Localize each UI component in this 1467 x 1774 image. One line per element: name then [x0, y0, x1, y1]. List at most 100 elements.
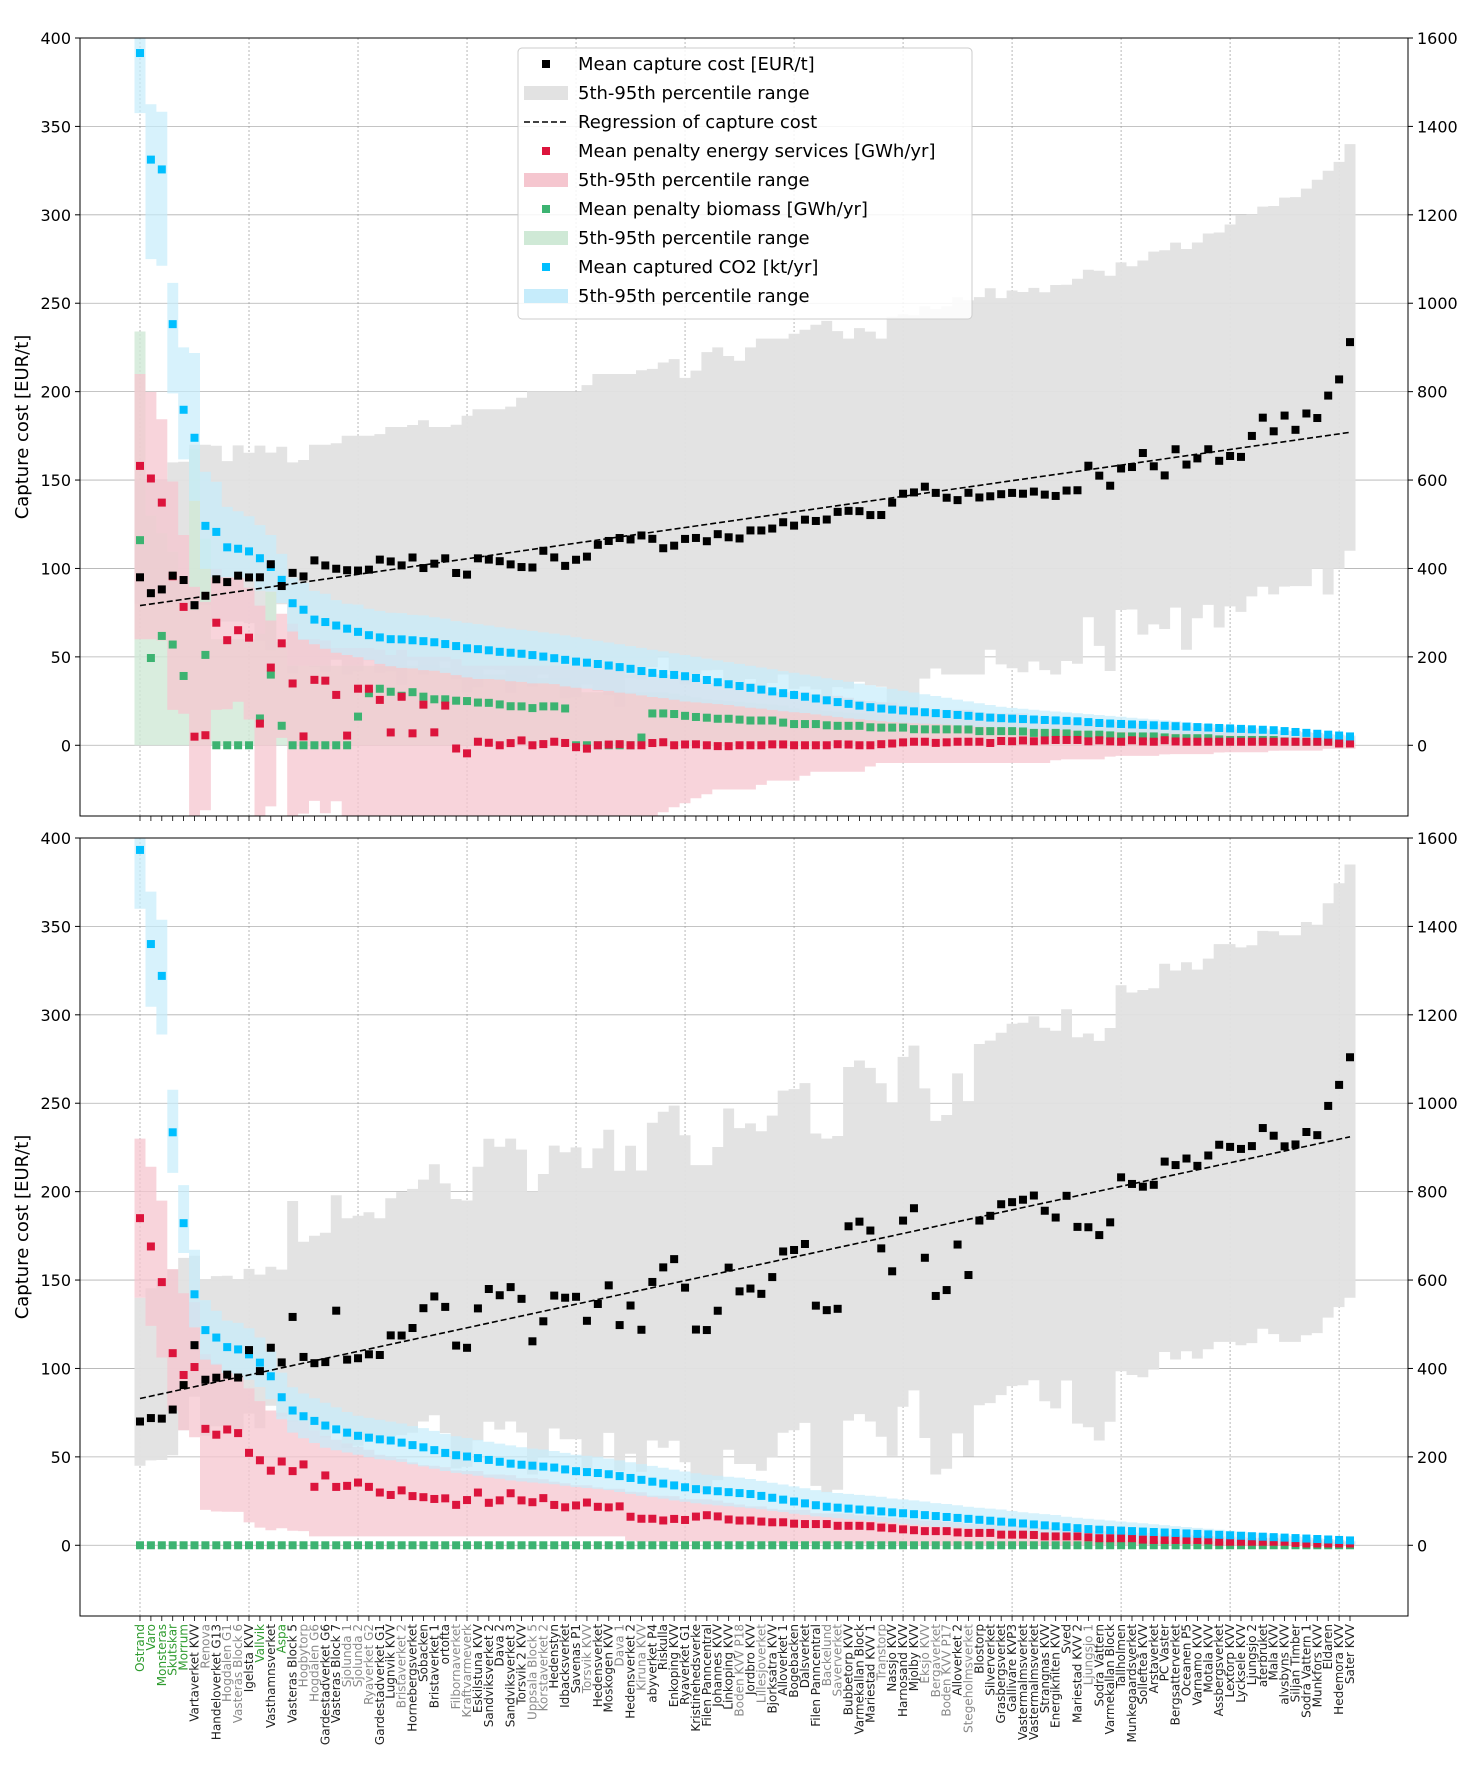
capture-cost-marker: [1269, 1131, 1278, 1140]
energy-marker: [168, 1349, 177, 1358]
capture-cost-marker: [419, 1304, 428, 1313]
biomass-marker: [1106, 1541, 1115, 1550]
biomass-marker: [1040, 728, 1049, 737]
co2-marker: [528, 1461, 537, 1470]
energy-marker: [1040, 1532, 1049, 1541]
capture-cost-marker: [375, 555, 384, 564]
energy-marker: [1269, 1537, 1278, 1546]
co2-marker: [582, 1468, 591, 1477]
biomass-marker: [768, 716, 777, 725]
left-tick-label: 100: [40, 559, 71, 578]
energy-marker: [386, 1490, 395, 1499]
capture-cost-marker: [1215, 1140, 1224, 1149]
biomass-marker: [757, 716, 766, 725]
co2-marker: [430, 638, 439, 647]
plant-label: Dava 2: [493, 1624, 507, 1667]
energy-marker: [1149, 737, 1158, 746]
energy-marker: [484, 1498, 493, 1507]
co2-marker: [615, 1472, 624, 1481]
plant-label: Sjolunda 1: [340, 1624, 354, 1687]
biomass-marker: [212, 741, 221, 750]
energy-marker: [1095, 1534, 1104, 1543]
energy-marker: [528, 1498, 537, 1507]
energy-marker: [855, 1521, 864, 1530]
plant-label: Gardestadverket G1: [373, 1624, 387, 1745]
capture-cost-marker: [332, 564, 341, 573]
energy-marker: [681, 740, 690, 749]
biomass-marker: [615, 1541, 624, 1550]
plant-label: PC Vaster: [1158, 1624, 1172, 1681]
energy-marker: [637, 741, 646, 750]
left-tick-label: 150: [40, 471, 71, 490]
co2-marker: [964, 1514, 973, 1523]
plant-label: Filbornaverket: [449, 1624, 463, 1710]
co2-marker: [1269, 1533, 1278, 1542]
co2-marker: [681, 1483, 690, 1492]
energy-marker: [1280, 1537, 1289, 1546]
biomass-marker: [1127, 1541, 1136, 1550]
energy-marker: [517, 736, 526, 745]
co2-marker: [179, 1219, 188, 1228]
plant-label: Motala KVV: [1201, 1623, 1215, 1692]
plant-label: Morrum: [177, 1624, 191, 1671]
capture-cost-marker: [746, 526, 755, 535]
energy-marker: [1269, 737, 1278, 746]
co2-marker: [1236, 1531, 1245, 1540]
co2-marker: [408, 636, 417, 645]
plant-label: Bergaverket: [929, 1624, 943, 1698]
capture-cost-marker: [1193, 454, 1202, 463]
capture-cost-marker: [1204, 1151, 1213, 1160]
co2-marker: [986, 713, 995, 722]
capture-cost-marker: [909, 488, 918, 497]
biomass-marker: [779, 1541, 788, 1550]
energy-marker: [1160, 736, 1169, 745]
co2-marker: [441, 640, 450, 649]
capture-cost-marker: [670, 1255, 679, 1264]
left-tick-label: 400: [40, 829, 71, 848]
plant-label: Uppsala Block 5: [525, 1624, 539, 1720]
energy-marker: [844, 740, 853, 749]
biomass-marker: [386, 1541, 395, 1550]
biomass-marker: [1051, 1541, 1060, 1550]
capture-cost-marker: [1095, 471, 1104, 480]
energy-marker: [659, 738, 668, 747]
biomass-marker: [790, 720, 799, 729]
plant-label: Kristinehedsverke: [689, 1624, 703, 1732]
co2-marker: [986, 1516, 995, 1525]
co2-marker: [1182, 1529, 1191, 1538]
capture-cost-marker: [1313, 414, 1322, 423]
co2-marker: [1051, 1522, 1060, 1531]
biomass-marker: [1160, 1541, 1169, 1550]
co2-marker: [408, 1441, 417, 1450]
energy-marker: [136, 461, 144, 470]
energy-marker: [822, 1520, 831, 1529]
left-tick-label: 200: [40, 383, 71, 402]
capture-cost-marker: [757, 526, 766, 535]
energy-marker: [1138, 1535, 1147, 1544]
biomass-marker: [931, 725, 940, 734]
capture-cost-marker: [1302, 409, 1311, 418]
energy-marker: [452, 1500, 461, 1509]
biomass-marker: [419, 1541, 428, 1550]
capture-cost-marker: [1029, 487, 1038, 496]
energy-marker: [528, 741, 537, 750]
capture-cost-marker: [626, 535, 635, 544]
biomass-marker: [822, 721, 831, 730]
energy-marker: [343, 1481, 352, 1490]
energy-marker: [1084, 737, 1093, 746]
capture-cost-marker: [1291, 425, 1300, 434]
biomass-marker: [964, 725, 973, 734]
energy-marker: [408, 729, 417, 738]
biomass-marker: [953, 1541, 962, 1550]
co2-marker: [146, 155, 155, 164]
co2-marker: [593, 659, 602, 668]
co2-marker: [1247, 725, 1256, 734]
capture-cost-marker: [593, 540, 602, 549]
energy-marker: [1073, 735, 1082, 744]
energy-marker: [1291, 1538, 1300, 1547]
plant-label: Nassjo KVV: [885, 1623, 899, 1691]
biomass-marker: [157, 631, 166, 640]
energy-marker: [1324, 1539, 1333, 1548]
capture-cost-marker: [1269, 427, 1278, 436]
energy-marker: [484, 738, 493, 747]
